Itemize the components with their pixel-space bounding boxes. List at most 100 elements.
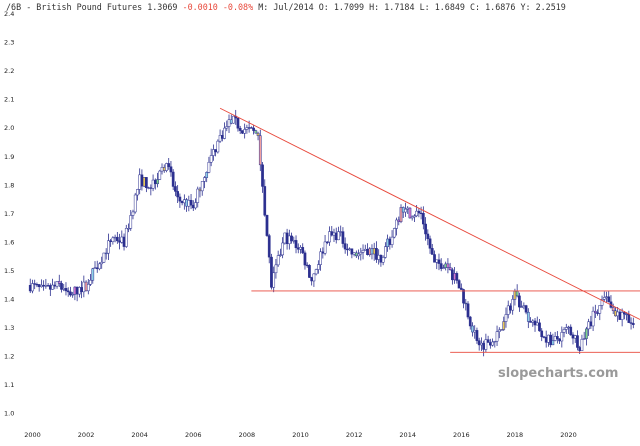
candle-body	[308, 265, 311, 278]
descending-trendline	[219, 107, 640, 320]
candle-body	[73, 286, 77, 295]
x-tick-label: 2010	[292, 431, 309, 439]
candle-body	[553, 336, 557, 341]
candle-body	[578, 347, 582, 351]
candle-body	[375, 248, 378, 260]
candle-body	[147, 187, 150, 189]
candle-body	[497, 329, 501, 332]
candle-body	[464, 302, 468, 305]
header-last-price: 1.3069	[147, 2, 177, 12]
candle-body	[46, 285, 50, 287]
candle-body	[223, 127, 226, 139]
candle-body	[399, 207, 403, 222]
candle-body	[178, 196, 182, 202]
x-tick-label: 2002	[78, 431, 95, 439]
candle-body	[417, 210, 421, 214]
candle-body	[466, 303, 470, 318]
candle-body	[51, 284, 54, 290]
candle-body	[346, 248, 349, 251]
header-line: /6B - British Pound Futures 1.3069 -0.00…	[6, 2, 566, 12]
candle-body	[285, 232, 289, 245]
candle-body	[241, 130, 244, 134]
candle-body	[388, 238, 392, 245]
candle-body	[270, 256, 273, 288]
candle-body	[265, 214, 269, 236]
y-tick-label: 1.1	[4, 381, 14, 389]
candle-body	[549, 334, 553, 346]
candle-body	[33, 283, 37, 285]
candle-body	[455, 273, 459, 281]
candle-body	[330, 231, 334, 236]
candle-body	[267, 235, 271, 258]
candle-body	[216, 140, 220, 153]
header-y: Y: 2.2519	[520, 2, 565, 12]
candle-body	[238, 127, 242, 131]
candle-body	[104, 252, 108, 255]
candle-body	[149, 187, 153, 189]
candle-body	[437, 259, 441, 264]
candle-body	[91, 268, 95, 281]
y-tick-label: 1.7	[4, 210, 14, 218]
candle-body	[486, 339, 490, 343]
candle-body	[509, 305, 512, 311]
candle-body	[287, 235, 291, 245]
y-axis-ticks: 1.0 1.1 1.2 1.3 1.4 1.5 1.6 1.7 1.8 1.9 2.0 2.1 2.2 2…	[4, 10, 14, 418]
candle-body	[292, 240, 296, 242]
candle-body	[196, 188, 200, 203]
candle-body	[462, 289, 465, 304]
candle-body	[520, 306, 523, 308]
candle-body	[529, 321, 532, 323]
candle-body	[392, 228, 396, 238]
candle-body	[142, 177, 146, 187]
x-tick-label: 2000	[24, 431, 41, 439]
candle-body	[544, 336, 548, 343]
candle-body	[475, 330, 479, 341]
header-change-pct: -0.08%	[223, 2, 253, 12]
candle-body	[480, 342, 483, 346]
candle-body	[428, 238, 432, 249]
candle-body	[294, 240, 298, 249]
candle-body	[415, 210, 418, 217]
candle-body	[352, 252, 356, 255]
candle-body	[124, 228, 128, 247]
candle-body	[93, 267, 97, 269]
x-tick-label: 2012	[346, 431, 363, 439]
candle-body	[321, 251, 325, 254]
candle-body	[430, 248, 434, 255]
candle-body	[607, 296, 611, 303]
header-symbol: /6B	[6, 2, 21, 12]
trendlines	[219, 107, 640, 353]
candle-body	[162, 167, 166, 171]
candle-body	[158, 170, 162, 180]
candle-body	[127, 228, 130, 230]
candle-body	[207, 161, 211, 173]
candle-body	[419, 212, 423, 215]
candle-body	[218, 135, 222, 142]
candle-body	[381, 257, 385, 263]
candle-body	[35, 283, 39, 286]
candle-body	[363, 248, 367, 251]
candle-body	[138, 174, 142, 190]
candle-body	[531, 320, 535, 323]
candle-body	[140, 174, 144, 187]
candle-body	[55, 281, 59, 287]
candle-body	[187, 199, 191, 207]
candle-body	[120, 236, 124, 243]
candle-body	[560, 332, 564, 342]
y-tick-label: 2.0	[4, 124, 14, 132]
candle-body	[299, 247, 302, 250]
candle-body	[540, 330, 544, 337]
candle-body	[593, 310, 597, 314]
candle-body	[305, 264, 309, 267]
header-instrument-name: British Pound Futures	[36, 2, 142, 12]
candle-body	[317, 264, 320, 270]
watermark: slopecharts.com	[498, 366, 618, 381]
candle-body	[200, 181, 204, 192]
candle-body	[582, 338, 586, 340]
candle-body	[69, 291, 72, 296]
svg-text:/6B - British Po: /6B - British Pound Futures 1.3069 -0.00…	[6, 2, 566, 12]
candle-body	[84, 281, 88, 292]
candle-body	[189, 199, 193, 206]
candle-body	[98, 263, 101, 270]
candle-body	[576, 335, 579, 348]
